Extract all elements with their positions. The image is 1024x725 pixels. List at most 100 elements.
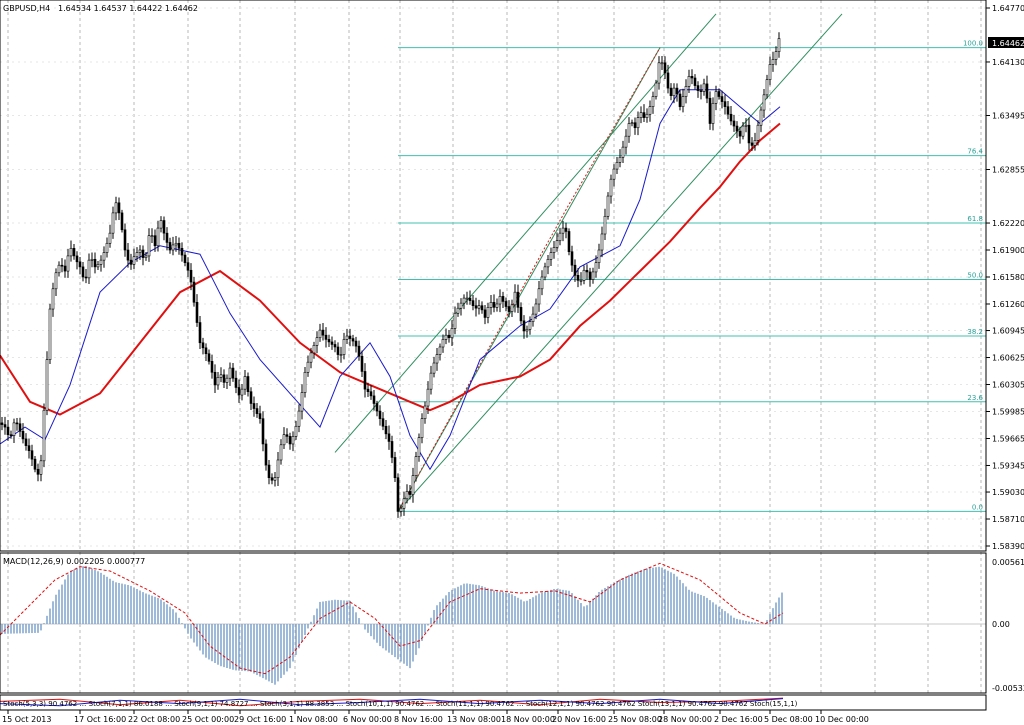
- candle-body: [480, 305, 484, 311]
- candle-body: [171, 244, 175, 251]
- candle-body: [129, 259, 133, 265]
- candle-body: [12, 422, 16, 436]
- candle-body: [525, 328, 529, 332]
- candle-body: [201, 342, 205, 349]
- candle-body: [495, 303, 499, 308]
- candle-body: [585, 269, 589, 273]
- candle-body: [570, 251, 574, 266]
- candle-body: [648, 106, 652, 115]
- candle-body: [726, 106, 730, 115]
- candle-body: [207, 353, 211, 362]
- candle-body: [90, 258, 94, 261]
- candle-body: [81, 266, 85, 278]
- fibonacci-levels: 100.0 76.4 61.8 50.0 38.2 23.6 0.0: [398, 40, 986, 512]
- candle-body: [87, 259, 91, 279]
- macd-panel: [0, 562, 986, 685]
- candle-body: [117, 202, 121, 214]
- candle-body: [624, 135, 628, 148]
- candle-body: [675, 87, 679, 95]
- candle-body: [78, 261, 82, 268]
- candle-body: [678, 93, 682, 107]
- candle-body: [153, 235, 157, 247]
- candle-body: [612, 168, 616, 180]
- x-tick-label: 5 Dec 08:00: [764, 715, 813, 724]
- candle-body: [60, 264, 64, 267]
- candle-body: [285, 434, 289, 437]
- candle-body: [105, 242, 109, 253]
- candle-body: [357, 345, 361, 357]
- candle-body: [330, 341, 334, 345]
- candle-body: [573, 264, 577, 276]
- candle-body: [471, 300, 475, 306]
- candle-body: [510, 304, 514, 312]
- candle-body: [687, 76, 691, 87]
- candle-body: [774, 51, 778, 60]
- candle-body: [498, 296, 502, 305]
- candle-body: [762, 94, 766, 111]
- x-tick-label: 17 Oct 16:00: [74, 715, 126, 724]
- candle-body: [159, 220, 163, 229]
- candle-body: [192, 281, 196, 303]
- candle-body: [600, 233, 604, 251]
- candle-body: [453, 312, 457, 329]
- candle-body: [450, 328, 454, 339]
- candle-body: [606, 195, 610, 217]
- y-tick-label: 1.61260: [992, 300, 1024, 309]
- candle-body: [405, 491, 409, 500]
- trend-channel[interactable]: [334, 13, 843, 512]
- candle-body: [297, 410, 301, 427]
- candle-body: [306, 361, 310, 373]
- candle-body: [216, 377, 220, 386]
- candle-body: [24, 438, 28, 446]
- x-tick-label: 29 Oct 16:00: [234, 715, 286, 724]
- candle-body: [150, 235, 154, 237]
- candle-body: [741, 125, 745, 137]
- candle-body: [33, 458, 37, 470]
- candle-body: [249, 391, 253, 404]
- candle-body: [321, 329, 325, 336]
- candle-body: [72, 248, 76, 257]
- candle-body: [69, 248, 73, 257]
- x-tick-label: 2 Dec 16:00: [714, 715, 763, 724]
- candle-body: [540, 276, 544, 290]
- candle-body: [255, 408, 259, 414]
- candle-body: [414, 456, 418, 476]
- candle-body: [114, 202, 118, 214]
- candle-body: [561, 227, 565, 234]
- channel-line[interactable]: [334, 13, 717, 453]
- candle-body: [582, 269, 586, 281]
- candle-body: [174, 242, 178, 246]
- candle-body: [234, 377, 238, 388]
- candle-body: [399, 507, 403, 512]
- candle-body: [240, 388, 244, 396]
- candle-body: [111, 212, 115, 234]
- channel-line[interactable]: [397, 47, 661, 512]
- x-tick-label: 10 Dec 00:00: [815, 715, 869, 724]
- candle-body: [549, 252, 553, 260]
- candle-body: [336, 346, 340, 355]
- candle-body: [654, 82, 658, 97]
- candle-body: [627, 123, 631, 137]
- macd-label: MACD(12,26,9) 0.002205 0.000777: [3, 557, 145, 566]
- candle-body: [342, 339, 346, 355]
- candle-body: [636, 117, 640, 129]
- candle-body: [594, 262, 598, 273]
- candle-body: [315, 337, 319, 346]
- candle-body: [735, 125, 739, 132]
- candle-body: [204, 347, 208, 355]
- candle-body: [21, 431, 25, 440]
- candle-body: [30, 450, 34, 460]
- candle-body: [222, 374, 226, 383]
- candle-body: [279, 444, 283, 461]
- y-tick-label: 1.62220: [992, 219, 1024, 228]
- fib-level-label: 100.0: [963, 40, 983, 48]
- candle-body: [243, 376, 247, 390]
- candle-body: [438, 346, 442, 355]
- candle-body: [759, 109, 763, 126]
- candle-body: [237, 387, 241, 396]
- candle-body: [504, 301, 508, 307]
- candle-body: [468, 297, 472, 301]
- x-tick-label: 6 Nov 00:00: [343, 715, 392, 724]
- channel-line[interactable]: [397, 13, 843, 512]
